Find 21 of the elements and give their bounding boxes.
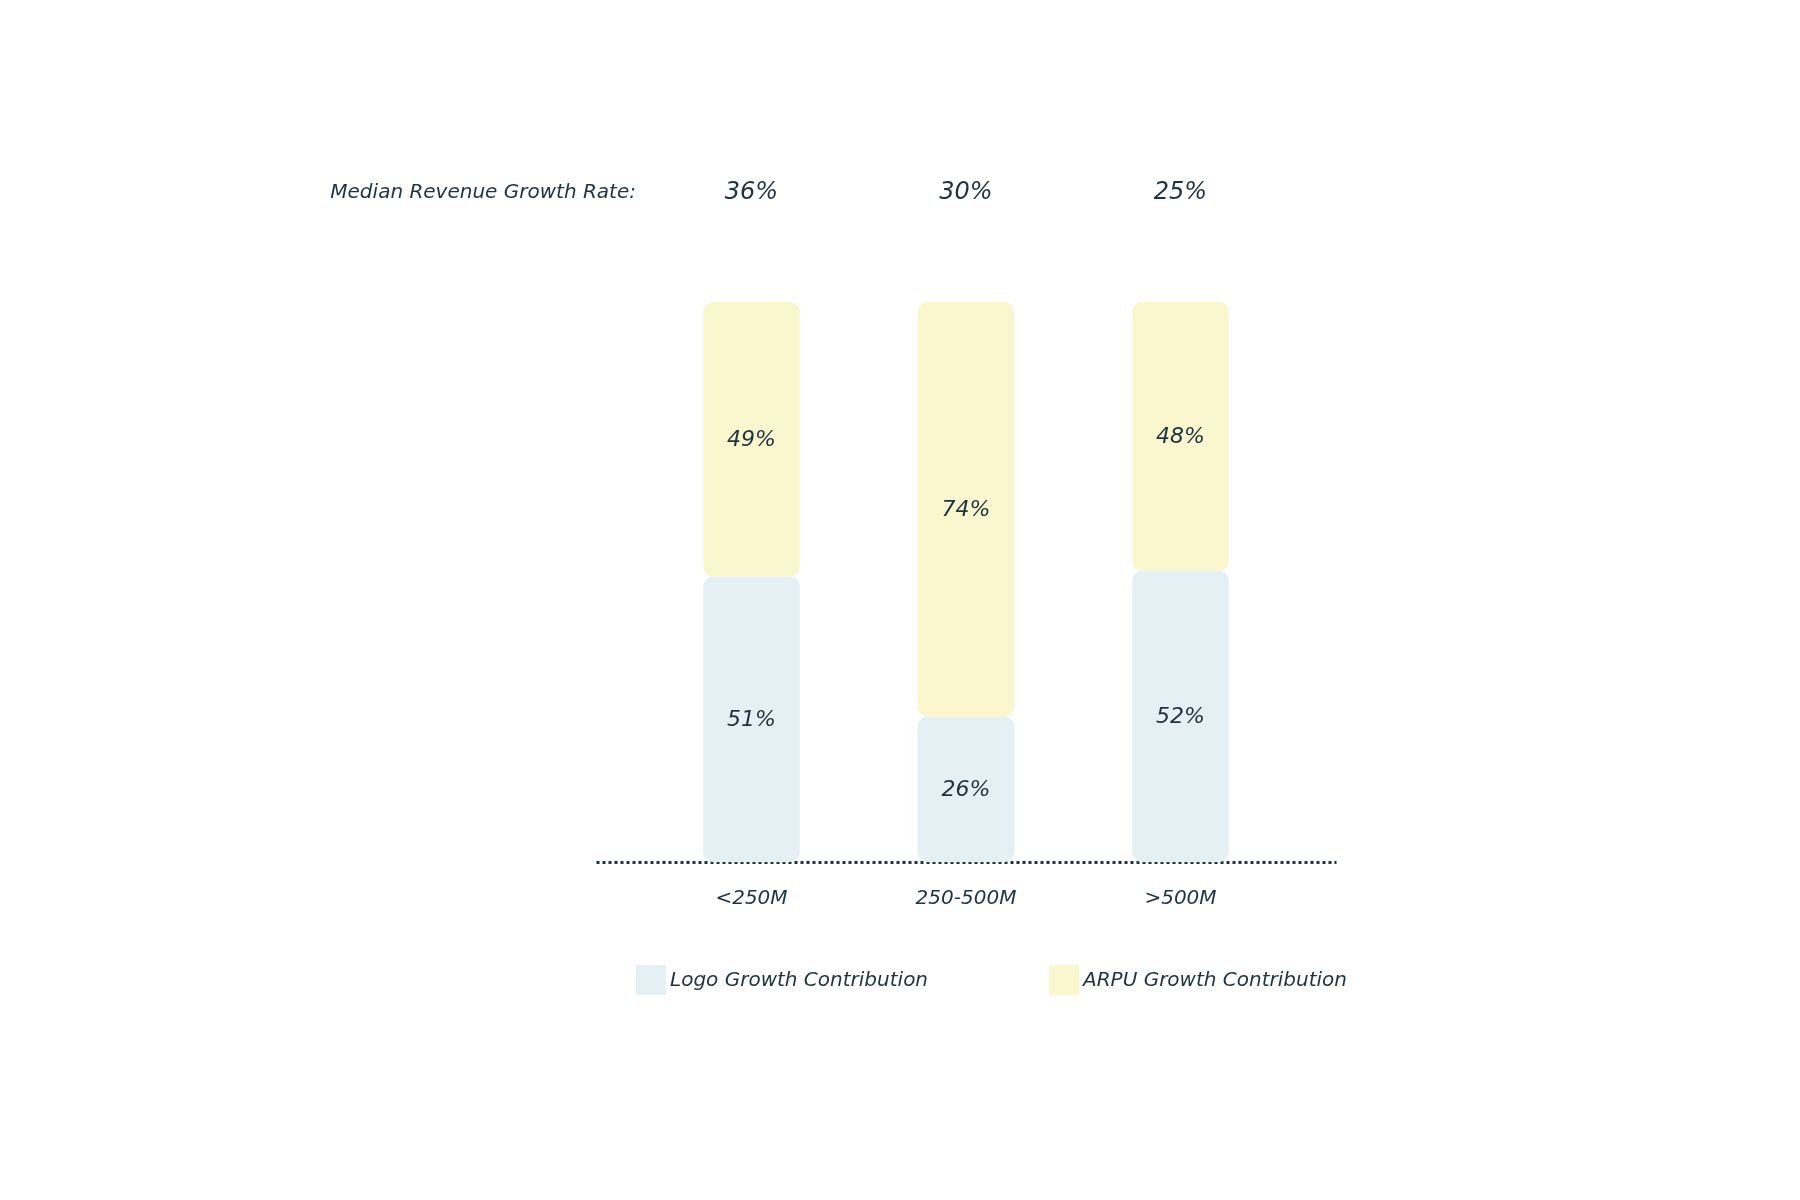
legend-label: Logo Growth Contribution <box>670 967 929 991</box>
legend-label: ARPU Growth Contribution <box>1081 967 1348 991</box>
bar <box>917 302 1015 717</box>
data-label: 74% <box>941 496 991 522</box>
data-label: 26% <box>941 776 991 802</box>
x-tick-label: 250-500M <box>915 884 1017 909</box>
bar <box>1132 302 1229 571</box>
bar <box>1132 570 1229 862</box>
text: 25% <box>1153 177 1208 205</box>
data-label: 51% <box>727 706 776 732</box>
x-tick-label: <250M <box>715 884 788 909</box>
data-label: 48% <box>1156 423 1205 449</box>
data-label: 52% <box>1156 703 1205 729</box>
text: Median Revenue Growth Rate: <box>330 179 636 203</box>
data-label: 49% <box>727 426 776 452</box>
bar <box>703 302 800 577</box>
x-tick-label: >500M <box>1144 884 1217 909</box>
bar <box>703 576 800 862</box>
text: 30% <box>939 177 993 205</box>
bar <box>917 716 1015 862</box>
text: 36% <box>724 177 779 205</box>
